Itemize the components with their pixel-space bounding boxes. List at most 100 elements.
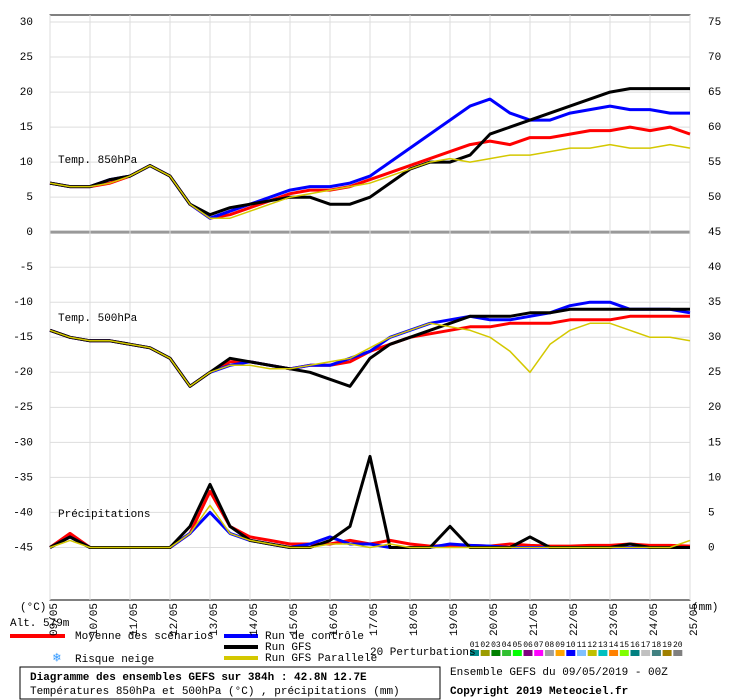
perturbation-swatch [512, 650, 522, 656]
perturbation-swatch [491, 650, 501, 656]
perturbation-swatch [470, 650, 479, 656]
perturbation-swatch [662, 650, 672, 656]
perturbation-swatch [480, 650, 490, 656]
y2-tick-label: 15 [708, 437, 721, 449]
x-tick-label: 24/05 [649, 603, 661, 636]
series-line [49, 504, 691, 549]
y2-tick-label: 50 [708, 192, 721, 204]
perturbation-number: 17 [641, 641, 651, 650]
chart-title: Diagramme des ensembles GEFS sur 384h : … [30, 672, 367, 684]
x-tick-label: 23/05 [609, 603, 621, 636]
legend-label: Run GFS Parallele [265, 653, 377, 665]
perturbation-swatch [641, 650, 651, 656]
x-tick-label: 18/05 [409, 603, 421, 636]
panel-label: Précipitations [58, 509, 150, 521]
perturbation-swatch [502, 650, 512, 656]
perturbation-number: 07 [534, 641, 544, 650]
y2-tick-label: 20 [708, 402, 721, 414]
x-tick-label: 10/05 [89, 603, 101, 636]
y-tick-label: -35 [13, 472, 33, 484]
y2-tick-label: 35 [708, 297, 721, 309]
x-tick-label: 17/05 [369, 603, 381, 636]
snow-icon: ❄ [52, 650, 61, 665]
perturbation-number: 14 [609, 641, 619, 650]
perturbation-swatch [619, 650, 629, 656]
perturbation-number: 10 [566, 641, 576, 650]
y-tick-label: -10 [13, 297, 33, 309]
y-tick-label: -25 [13, 402, 33, 414]
y-tick-label: -5 [20, 262, 33, 274]
perturbation-swatch [544, 650, 554, 656]
y-tick-label: 10 [20, 157, 33, 169]
y2-tick-label: 55 [708, 157, 721, 169]
perturbation-number: 15 [619, 641, 629, 650]
y-tick-label: 5 [26, 192, 33, 204]
panel-label: Temp. 500hPa [58, 313, 138, 325]
y2-tick-label: 30 [708, 332, 721, 344]
copyright: Copyright 2019 Meteociel.fr [450, 686, 628, 698]
perturbation-number: 20 [673, 641, 683, 650]
x-tick-label: 11/05 [129, 603, 141, 636]
x-tick-label: 20/05 [489, 603, 501, 636]
legend-label: Moyenne des scénarios [75, 631, 214, 643]
x-tick-label: 09/05 [49, 603, 61, 636]
chart-subtitle: Températures 850hPa et 500hPa (°C) , pré… [30, 686, 400, 698]
series-line [49, 143, 691, 219]
perturbation-swatch [555, 650, 565, 656]
y2-tick-label: 70 [708, 52, 721, 64]
perturbation-swatch [630, 650, 640, 656]
y-tick-label: 30 [20, 17, 33, 29]
perturbation-number: 06 [523, 641, 533, 650]
legend-label: Run GFS [265, 642, 312, 654]
perturbation-number: 13 [598, 641, 608, 650]
y2-tick-label: 25 [708, 367, 721, 379]
perturbation-number: 12 [587, 641, 597, 650]
series-line [49, 322, 691, 388]
snow-label: Risque neige [75, 654, 154, 666]
y-tick-label: -40 [13, 507, 33, 519]
perturbation-number: 16 [630, 641, 640, 650]
y2-unit: (mm) [692, 602, 718, 614]
x-tick-label: 25/05 [689, 603, 701, 636]
y-tick-label: 15 [20, 122, 33, 134]
perturbation-number: 08 [545, 641, 555, 650]
x-tick-label: 19/05 [449, 603, 461, 636]
perturbation-swatch [651, 650, 661, 656]
perturbations-label: 20 Perturbations [370, 647, 476, 659]
y2-tick-label: 0 [708, 542, 715, 554]
y-tick-label: -20 [13, 367, 33, 379]
y2-tick-label: 5 [708, 507, 715, 519]
perturbation-number: 03 [491, 641, 501, 650]
perturbation-swatch [673, 650, 683, 656]
perturbation-swatch [609, 650, 619, 656]
perturbation-number: 05 [512, 641, 522, 650]
perturbation-number: 01 [470, 641, 480, 650]
x-tick-label: 16/05 [329, 603, 341, 636]
y-tick-label: -45 [13, 542, 33, 554]
perturbation-number: 02 [480, 641, 490, 650]
perturbation-number: 18 [652, 641, 662, 650]
perturbation-swatch [523, 650, 533, 656]
y-tick-label: -30 [13, 437, 33, 449]
title-box [19, 666, 441, 700]
perturbation-swatch [577, 650, 586, 656]
x-tick-label: 22/05 [569, 603, 581, 636]
panel-label: Temp. 850hPa [58, 155, 138, 167]
perturbation-swatch [534, 650, 544, 656]
altitude: Alt. 579m [10, 618, 70, 630]
x-tick-label: 12/05 [169, 603, 181, 636]
perturbation-swatch [566, 650, 576, 656]
run-info: Ensemble GEFS du 09/05/2019 - 00Z [450, 667, 668, 679]
y-tick-label: 20 [20, 87, 33, 99]
perturbation-swatch [587, 650, 597, 656]
y-tick-label: 25 [20, 52, 33, 64]
legend: Moyenne des scénarios Run de contrôleRun … [10, 631, 683, 665]
perturbation-swatch [598, 650, 608, 656]
perturbation-number: 11 [577, 641, 587, 650]
y2-tick-label: 65 [708, 87, 721, 99]
legend-label: Run de contrôle [265, 631, 364, 643]
x-tick-label: 14/05 [249, 603, 261, 636]
y2-tick-label: 75 [708, 17, 721, 29]
series-lines [49, 87, 691, 549]
